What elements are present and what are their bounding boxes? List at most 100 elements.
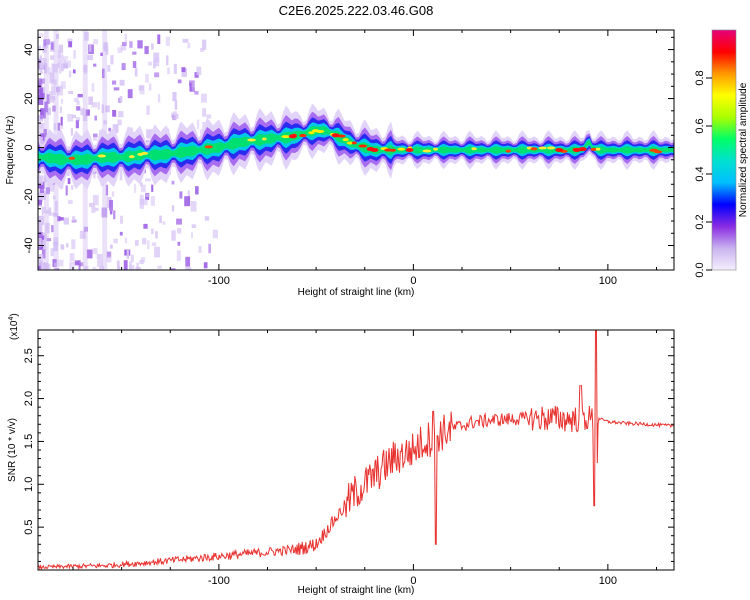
spectrogram-noise-cell [97, 259, 103, 267]
spectrogram-noise-cell [39, 62, 45, 69]
spectrogram-noise-cell [60, 244, 65, 250]
spectrogram-noise-cell [53, 267, 57, 270]
spectrogram-noise-cell [173, 63, 177, 74]
spectrogram-noise-cell [50, 248, 54, 257]
spectrogram-hotspot [247, 138, 256, 142]
spectrogram-y-tick-label: 20 [23, 92, 35, 104]
spectrogram-noise-cell [61, 98, 64, 104]
spectrogram-noise-cell [75, 120, 79, 129]
spectrogram-noise-cell [162, 221, 166, 225]
spectrogram-hotspot [389, 148, 396, 152]
spectrogram-noise-cell [120, 44, 127, 51]
spectrogram-noise-cell [57, 122, 61, 131]
spectrogram-noise-cell [52, 64, 58, 73]
spectrogram-noise-cell [142, 238, 147, 245]
spectrogram-noise-cell [134, 183, 137, 193]
spectrogram-noise-cell [196, 66, 202, 76]
spectrogram-noise-cell [101, 207, 108, 218]
spectrogram-hotspot [590, 147, 598, 151]
spectrogram-noise-cell [185, 256, 191, 267]
spectrogram-hotspot [397, 147, 406, 151]
spectrogram-noise-cell [38, 136, 43, 142]
spectrogram-hotspot [140, 151, 149, 155]
spectrogram-hotspot [530, 147, 538, 151]
spectrogram-noise-cell [174, 100, 178, 110]
snr-y-tick-label: 2.5 [23, 348, 35, 363]
spectrogram-noise-cell [89, 43, 92, 52]
spectrogram-noise-cell [86, 249, 93, 259]
spectrogram-frame [37, 29, 675, 271]
spectrogram-noise-cell [150, 196, 155, 206]
spectrogram-peak [331, 133, 340, 138]
spectrogram-y-tick-label: -20 [23, 189, 35, 205]
spectrogram-noise-cell [76, 100, 80, 105]
snr-line-layer [38, 330, 674, 570]
spectrogram-noise-cell [134, 67, 138, 77]
spectrogram-noise-cell [134, 240, 139, 246]
spectrogram-noise-cell [38, 175, 43, 185]
spectrogram-noise-cell [116, 260, 120, 270]
spectrogram-noise-cell [42, 233, 47, 241]
spectrogram-noise-cell [100, 52, 104, 56]
svg-text:(x104): (x104) [8, 313, 20, 340]
spectrogram-noise-cell [177, 79, 182, 84]
spectrogram-y-axis-label: Frequency (Hz) [5, 116, 16, 185]
spectrogram-noise-cell [49, 95, 55, 103]
spectrogram-noise-cell [46, 107, 51, 116]
spectrogram-hotspot [546, 146, 556, 150]
spectrogram-peak [288, 134, 297, 139]
spectrogram-noise-cell [84, 32, 89, 41]
spectrogram-noise-cell [44, 101, 48, 113]
spectrogram-noise-cell [45, 222, 50, 234]
snr-y-tick-label: 1.0 [23, 477, 35, 492]
spectrogram-noise-cell [119, 170, 123, 181]
spectrogram-noise-cell [102, 68, 105, 79]
spectrogram-noise-cell [53, 236, 59, 245]
spectrogram-noise-cell [49, 72, 55, 84]
spectrogram-noise-cell [53, 262, 58, 267]
spectrogram-noise-cell [43, 129, 47, 138]
spectrogram-hotspot [204, 145, 213, 149]
spectrogram-noise-cell [42, 206, 47, 214]
spectrogram-noise-cell [202, 108, 207, 117]
spectrogram-noise-cell [191, 224, 197, 229]
spectrogram-x-tick-label: 100 [599, 275, 617, 287]
colorbar-frame [711, 29, 737, 271]
spectrogram-noise-cell [103, 120, 107, 125]
spectrogram-noise-cell [106, 251, 112, 258]
spectrogram-noise-cell [198, 245, 202, 253]
spectrogram-noise-cell [61, 63, 64, 72]
spectrogram-noise-cell [153, 52, 160, 63]
spectrogram-noise-cell [189, 80, 195, 87]
spectrogram-noise-cell [66, 170, 70, 177]
spectrogram-noise-cell [142, 199, 148, 206]
spectrogram-noise-cell [82, 115, 88, 122]
spectrogram-noise-cell [159, 215, 162, 224]
spectrogram-noise-cell [172, 92, 177, 102]
spectrogram-noise-cell [212, 229, 218, 239]
spectrogram-x-tick-label: 0 [410, 275, 416, 287]
spectrogram-noise-cell [117, 119, 122, 126]
spectrogram-noise-cell [143, 223, 148, 229]
spectrogram-noise-cell [54, 268, 60, 270]
spectrogram-noise-cell [208, 243, 211, 254]
spectrogram-noise-cell [173, 111, 177, 120]
spectrogram-noise-cell [119, 215, 124, 224]
spectrogram-y-tick-label: -40 [23, 238, 35, 254]
spectrogram-noise-cell [179, 191, 183, 199]
spectrogram-noise-cell [113, 210, 116, 220]
snr-panel: -100 0 100 0.5 1.0 1.5 2.0 2.5 Height of straig… [7, 313, 675, 596]
spectrogram-noise-cell [71, 239, 76, 250]
spectrogram-noise-cell [68, 200, 73, 204]
spectrogram-noise-cell [39, 181, 44, 193]
spectrogram-hotspot [538, 146, 547, 150]
spectrogram-noise-cell [166, 55, 169, 66]
snr-y-tick-label: 2.0 [23, 391, 35, 406]
spectrogram-hotspot [315, 129, 325, 133]
spectrogram-noise-cell [57, 85, 64, 96]
spectrogram-noise-cell [79, 262, 84, 267]
spectrogram-noise-cell [71, 114, 76, 118]
spectrogram-noise-cell [146, 105, 150, 115]
spectrogram-noise-cell [196, 119, 200, 130]
spectrogram-hotspot [433, 147, 438, 151]
